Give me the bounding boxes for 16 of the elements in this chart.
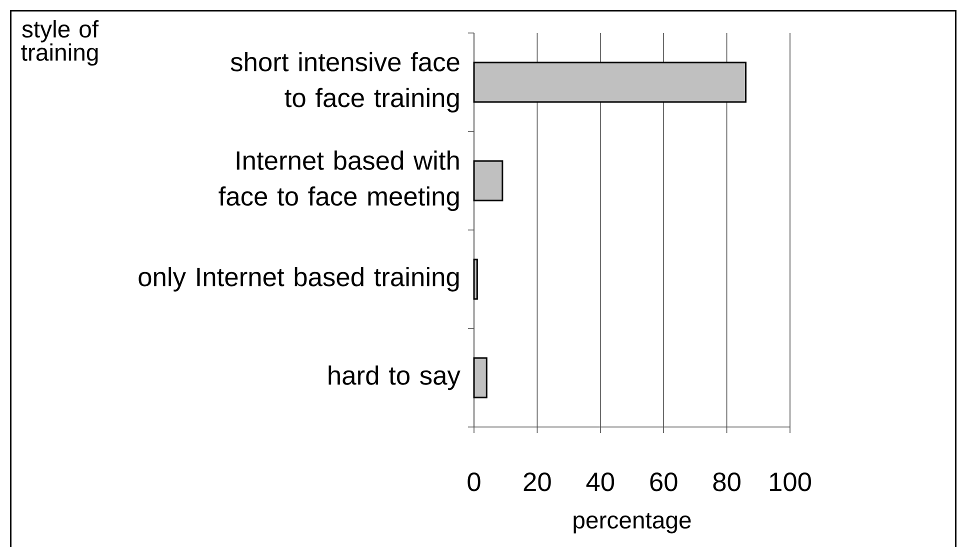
x-tick-label: 60 (650, 472, 678, 492)
bar (473, 258, 478, 300)
x-tick-label: 100 (770, 472, 811, 492)
bar (473, 357, 488, 398)
x-axis-title: percentage (574, 512, 691, 534)
x-tick-label: 0 (468, 472, 480, 492)
y-axis-title: style of training (21, 20, 99, 66)
bar (473, 62, 747, 103)
bar (473, 160, 504, 202)
y-tick-label: short intensive face to face training (230, 52, 460, 112)
y-tick-label: Internet based with face to face meeting (218, 150, 459, 211)
x-tick-label: 80 (713, 472, 740, 492)
x-tick-label: 40 (586, 472, 614, 492)
y-tick-label: hard to say (328, 365, 460, 390)
x-tick-label: 20 (524, 472, 551, 492)
y-tick-label: only Internet based training (138, 266, 459, 292)
